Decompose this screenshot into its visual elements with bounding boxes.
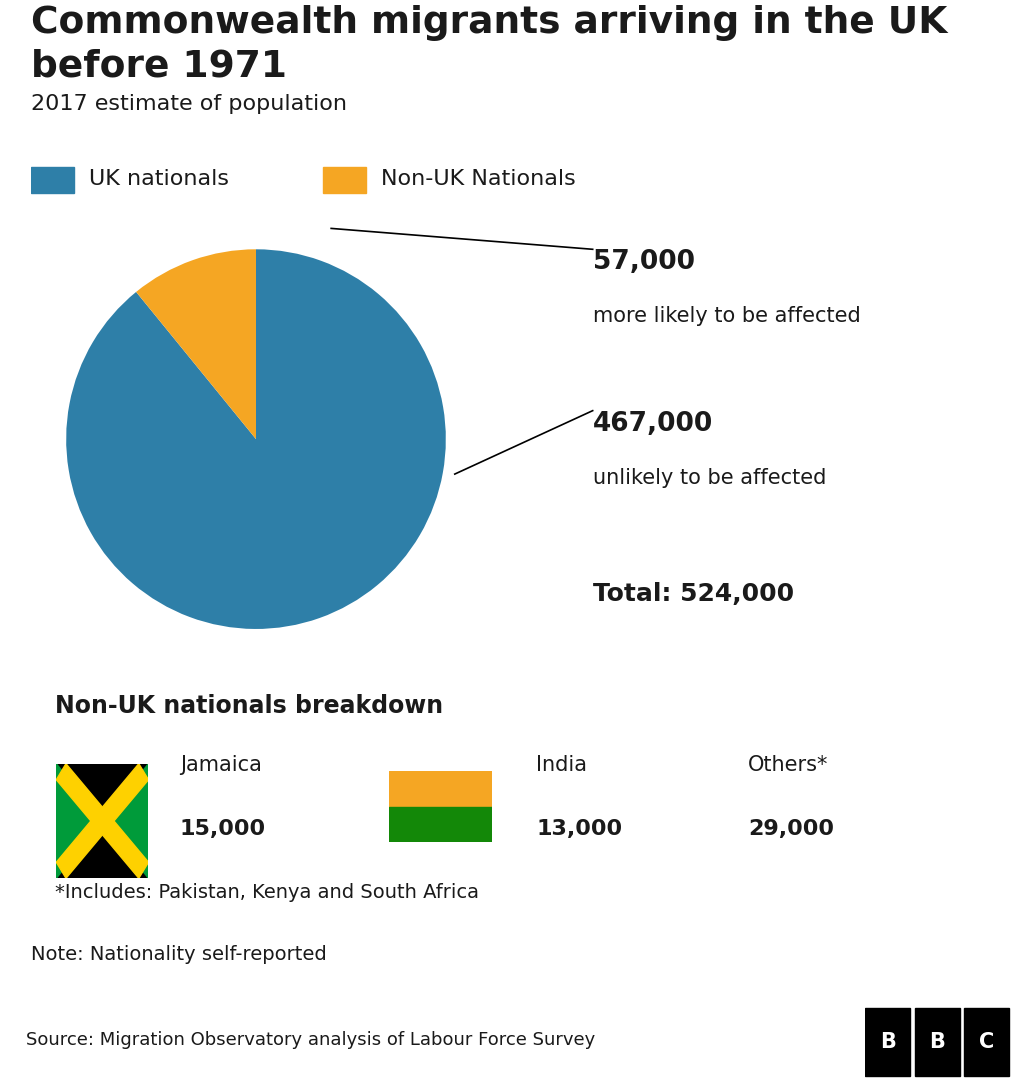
Text: unlikely to be affected: unlikely to be affected: [593, 468, 826, 488]
Wedge shape: [67, 249, 445, 630]
Wedge shape: [136, 249, 256, 440]
Text: *Includes: Pakistan, Kenya and South Africa: *Includes: Pakistan, Kenya and South Afr…: [55, 883, 479, 901]
Polygon shape: [56, 764, 102, 878]
Polygon shape: [56, 764, 148, 878]
Text: Others*: Others*: [748, 755, 828, 775]
Text: Total: 524,000: Total: 524,000: [593, 582, 794, 606]
Text: Note: Nationality self-reported: Note: Nationality self-reported: [31, 945, 327, 964]
Bar: [31, 168, 75, 193]
Text: 15,000: 15,000: [180, 818, 266, 839]
Text: more likely to be affected: more likely to be affected: [593, 307, 860, 326]
Text: Jamaica: Jamaica: [180, 755, 262, 775]
Text: 467,000: 467,000: [593, 410, 713, 436]
Bar: [865, 1008, 910, 1076]
Bar: [323, 168, 367, 193]
Text: C: C: [979, 1032, 994, 1052]
Bar: [914, 1008, 959, 1076]
Text: B: B: [929, 1032, 945, 1052]
Bar: [389, 807, 492, 842]
Text: India: India: [537, 755, 587, 775]
Text: 57,000: 57,000: [593, 249, 694, 275]
Text: Source: Migration Observatory analysis of Labour Force Survey: Source: Migration Observatory analysis o…: [26, 1031, 595, 1048]
Bar: [965, 1008, 1009, 1076]
Polygon shape: [102, 764, 148, 878]
Text: Commonwealth migrants arriving in the UK
before 1971: Commonwealth migrants arriving in the UK…: [31, 5, 947, 84]
Text: 13,000: 13,000: [537, 818, 623, 839]
Text: Non-UK nationals breakdown: Non-UK nationals breakdown: [55, 694, 443, 718]
Bar: [389, 771, 492, 807]
Text: Non-UK Nationals: Non-UK Nationals: [381, 169, 575, 189]
Text: UK nationals: UK nationals: [89, 169, 229, 189]
Text: 2017 estimate of population: 2017 estimate of population: [31, 94, 347, 115]
Text: B: B: [880, 1032, 896, 1052]
Polygon shape: [56, 764, 148, 878]
Text: 29,000: 29,000: [748, 818, 834, 839]
